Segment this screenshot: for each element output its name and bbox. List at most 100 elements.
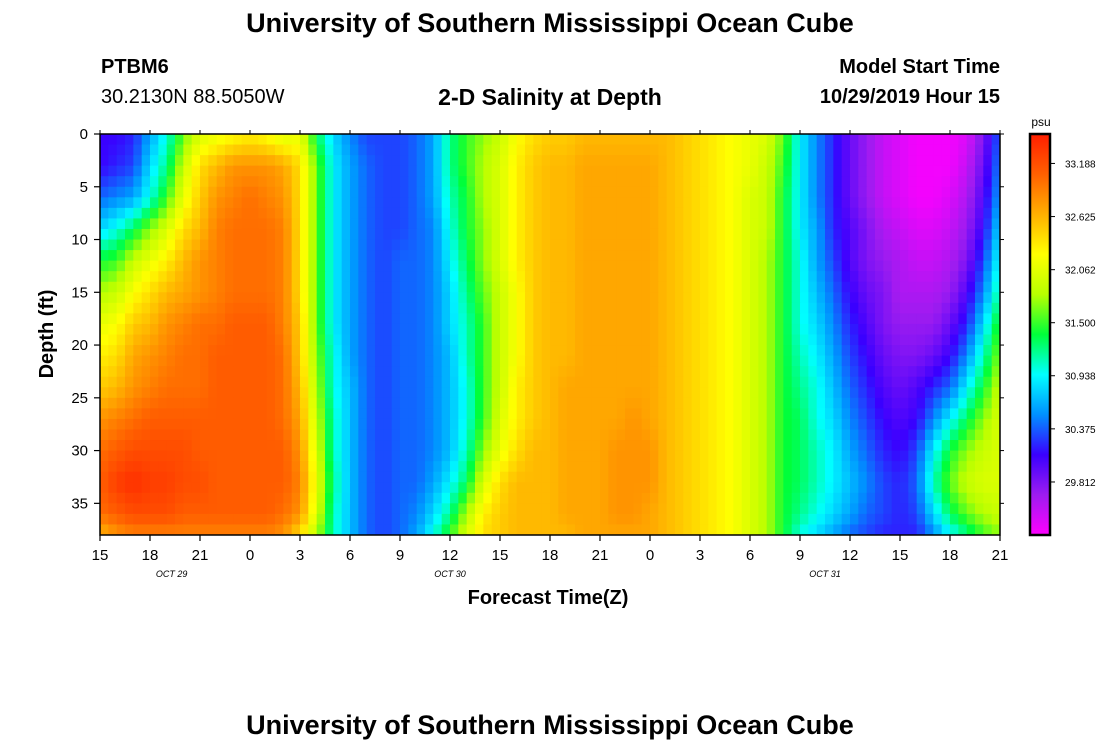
heatmap-cell [716, 144, 726, 156]
heatmap-cell [100, 228, 109, 241]
heatmap-cell [325, 450, 334, 462]
heatmap-cell [441, 239, 451, 251]
heatmap-cell [400, 345, 409, 357]
heatmap-cell [191, 450, 201, 462]
heatmap-cell [808, 461, 818, 473]
heatmap-cell [891, 450, 901, 462]
heatmap-cell [775, 408, 784, 420]
heatmap-cell [450, 144, 459, 156]
heatmap-cell [750, 134, 759, 146]
heatmap-cell [125, 155, 134, 167]
heatmap-cell [941, 228, 951, 241]
heatmap-cell [316, 418, 326, 431]
heatmap-cell [925, 355, 934, 367]
heatmap-cell [366, 302, 376, 314]
heatmap-cell [741, 186, 751, 198]
heatmap-cell [133, 461, 143, 473]
heatmap-cell [250, 134, 259, 146]
heatmap-cell [341, 440, 351, 452]
heatmap-cell [950, 207, 959, 220]
heatmap-cell [608, 323, 618, 336]
heatmap-cell [991, 461, 1000, 473]
heatmap-cell [633, 524, 643, 535]
heatmap-cell [350, 387, 359, 399]
heatmap-cell [833, 155, 843, 167]
heatmap-cell [425, 302, 434, 314]
heatmap-cell [933, 144, 943, 156]
heatmap-cell [375, 513, 384, 526]
heatmap-cell [916, 376, 926, 388]
heatmap-cell [733, 492, 743, 504]
heatmap-cell [933, 228, 943, 241]
heatmap-cell [941, 165, 951, 177]
heatmap-cell [125, 334, 134, 346]
heatmap-cell [158, 260, 168, 272]
heatmap-cell [875, 345, 884, 357]
heatmap-cell [333, 418, 343, 431]
heatmap-cell [408, 513, 418, 526]
heatmap-cell [991, 408, 1000, 420]
heatmap-cell [883, 155, 893, 167]
heatmap-cell [691, 281, 701, 293]
heatmap-cell [708, 165, 718, 177]
heatmap-cell [475, 281, 484, 293]
heatmap-cell [408, 134, 418, 146]
heatmap-cell [883, 292, 893, 304]
heatmap-cell [116, 418, 126, 431]
heatmap-cell [366, 450, 376, 462]
heatmap-cell [650, 271, 659, 283]
heatmap-cell [866, 302, 876, 314]
heatmap-cell [391, 418, 401, 431]
heatmap-cell [600, 334, 609, 346]
heatmap-cell [350, 134, 359, 146]
heatmap-cell [816, 197, 826, 209]
heatmap-cell [366, 155, 376, 167]
heatmap-cell [191, 165, 201, 177]
heatmap-cell [691, 461, 701, 473]
heatmap-cell [983, 524, 993, 535]
heatmap-cell [841, 450, 851, 462]
heatmap-cell [183, 471, 193, 483]
heatmap-cell [683, 302, 693, 314]
heatmap-cell [425, 482, 434, 494]
heatmap-cell [308, 207, 318, 220]
heatmap-cell [633, 323, 643, 336]
heatmap-cell [875, 376, 884, 388]
heatmap-cell [475, 429, 484, 441]
heatmap-cell [475, 524, 484, 535]
heatmap-cell [525, 302, 534, 314]
heatmap-cell [358, 440, 368, 452]
heatmap-cell [408, 302, 418, 314]
heatmap-cell [866, 376, 876, 388]
heatmap-cell [408, 292, 418, 304]
heatmap-cell [600, 292, 609, 304]
heatmap-cell [908, 461, 918, 473]
heatmap-cell [483, 271, 493, 283]
heatmap-cell [508, 334, 518, 346]
heatmap-cell [583, 366, 593, 378]
heatmap-cell [191, 313, 201, 325]
heatmap-cell [825, 387, 834, 399]
heatmap-cell [916, 440, 926, 452]
heatmap-cell [266, 197, 276, 209]
heatmap-cell [825, 313, 834, 325]
heatmap-cell [850, 281, 859, 293]
heatmap-cell [258, 513, 268, 526]
heatmap-cell [450, 155, 459, 167]
heatmap-cell [583, 250, 593, 262]
heatmap-cell [141, 134, 151, 146]
heatmap-cell [566, 228, 576, 241]
heatmap-cell [308, 387, 318, 399]
heatmap-cell [516, 144, 526, 156]
heatmap-cell [466, 228, 476, 241]
heatmap-cell [425, 228, 434, 241]
heatmap-cell [941, 281, 951, 293]
heatmap-cell [433, 408, 443, 420]
heatmap-cell [341, 492, 351, 504]
heatmap-cell [691, 323, 701, 336]
heatmap-cell [850, 271, 859, 283]
heatmap-cell [883, 186, 893, 198]
heatmap-cell [100, 313, 109, 325]
heatmap-cell [725, 165, 734, 177]
heatmap-cell [516, 513, 526, 526]
